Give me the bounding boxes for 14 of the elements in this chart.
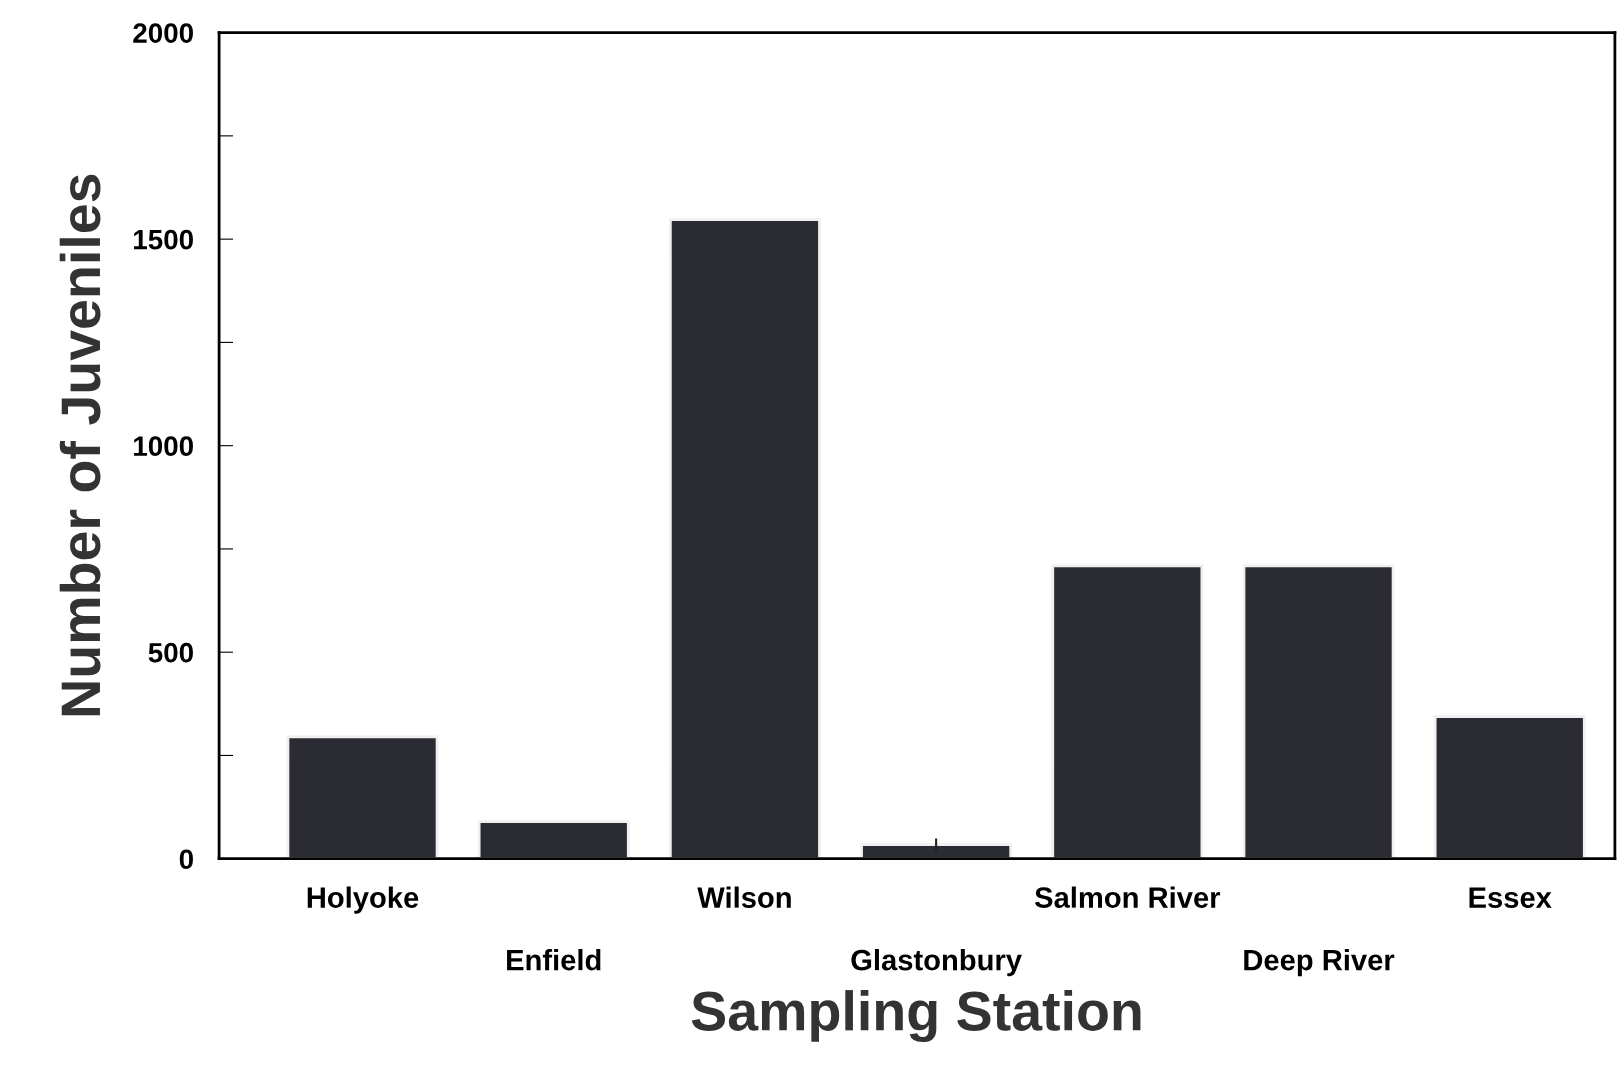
y-tick-label: 0 — [179, 849, 193, 870]
x-axis-title: Sampling Station — [691, 990, 1141, 1043]
x-tick-label: Salmon River — [1034, 886, 1221, 908]
y-tick-label: 1000 — [134, 436, 193, 457]
y-tick-label: 500 — [148, 642, 193, 663]
x-tick-label: Wilson — [697, 886, 791, 908]
y-tick-label: 2000 — [133, 23, 193, 43]
x-tick-label: Holyoke — [307, 886, 419, 914]
y-tick-label: 1500 — [134, 229, 193, 250]
x-tick-label: Deep River — [1244, 949, 1395, 977]
x-tick-label: Enfield — [507, 949, 601, 971]
y-axis-title: Number of Juveniles — [59, 174, 101, 716]
x-tick-label: Glastonbury — [851, 949, 1022, 977]
x-tick-label: Essex — [1469, 887, 1552, 908]
